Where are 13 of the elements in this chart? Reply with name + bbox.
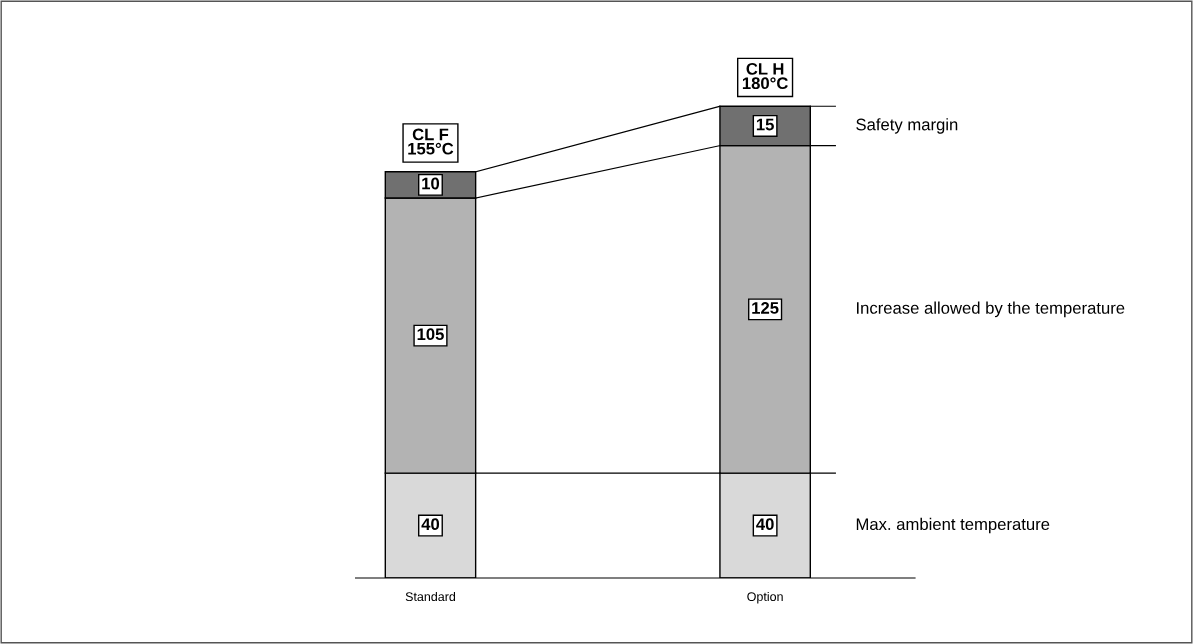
text: Max. ambient temperature [856,517,1050,534]
data-label: 125 [752,302,779,314]
data-label: 105 [417,328,444,341]
annotation: CL H 180°C [742,62,788,90]
text: Increase allowed by the temperature [857,301,1125,318]
data-label: 10 [422,177,440,190]
data-label: 40 [756,518,774,531]
data-label: 40 [421,518,440,531]
annotation: CL F 155°C [408,128,454,155]
data-label: 15 [756,118,774,131]
x-tick-label: Option [747,591,783,604]
text: Safety margin [856,118,958,134]
x-tick-label: Standard [405,591,456,602]
